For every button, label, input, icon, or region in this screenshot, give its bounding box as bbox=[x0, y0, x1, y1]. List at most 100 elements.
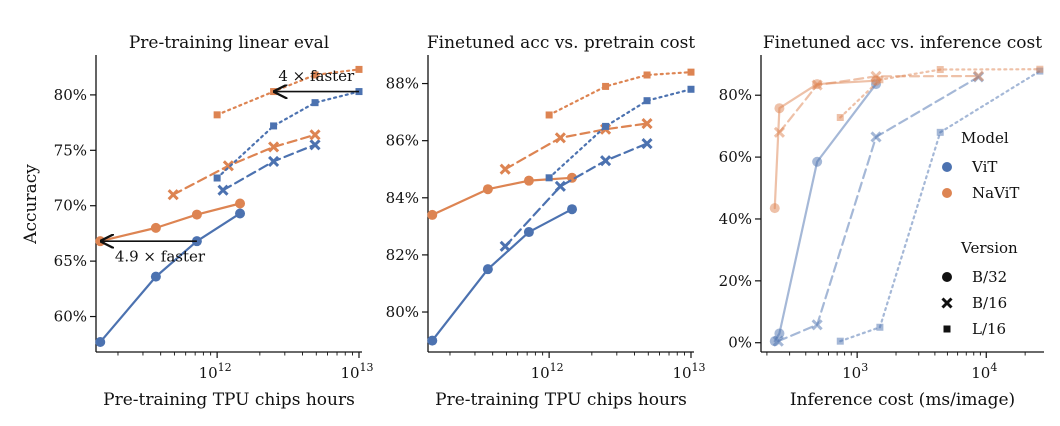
legend-marker-b16 bbox=[941, 297, 953, 309]
x-tick-label: 103 bbox=[842, 361, 868, 382]
data-point bbox=[811, 79, 823, 91]
y-axis-label: Accuracy bbox=[21, 164, 41, 245]
data-point bbox=[217, 184, 229, 196]
y-tick-label: 40% bbox=[719, 210, 752, 228]
data-point bbox=[355, 65, 363, 73]
data-point bbox=[235, 198, 246, 209]
data-point bbox=[545, 111, 553, 119]
data-point bbox=[876, 76, 884, 84]
data-point bbox=[150, 222, 161, 233]
legend-title-model: Model bbox=[961, 129, 1009, 147]
y-tick-label: 88% bbox=[386, 75, 419, 93]
y-tick-label: 20% bbox=[719, 272, 752, 290]
x-tick-exponent: 3 bbox=[861, 361, 868, 374]
data-point bbox=[773, 126, 785, 138]
data-point bbox=[554, 180, 566, 192]
series-navit-b16 bbox=[773, 70, 985, 138]
series-vit-b32 bbox=[427, 204, 578, 346]
y-tick-label: 75% bbox=[54, 141, 87, 159]
data-point bbox=[811, 319, 823, 331]
series-line bbox=[216, 68, 361, 116]
speedup-annotation: 4 × faster bbox=[275, 67, 359, 92]
series-line bbox=[548, 71, 693, 117]
data-point bbox=[95, 337, 106, 348]
series-vit-b16 bbox=[772, 71, 985, 347]
data-point bbox=[270, 122, 278, 130]
series-vit-l16 bbox=[213, 88, 363, 182]
y-tick-label: 82% bbox=[386, 246, 419, 264]
data-point bbox=[641, 117, 653, 130]
data-point bbox=[545, 174, 553, 182]
legend-title-version: Version bbox=[960, 239, 1018, 257]
chart-title: Finetuned acc vs. inference cost bbox=[763, 33, 1042, 53]
data-point bbox=[687, 85, 695, 93]
series-line bbox=[172, 133, 317, 196]
data-point bbox=[213, 174, 221, 182]
legend-label-b32: B/32 bbox=[972, 268, 1007, 286]
data-point bbox=[482, 264, 493, 275]
x-tick-base: 10 bbox=[340, 364, 359, 382]
series-navit-b16 bbox=[499, 117, 653, 175]
x-tick-exponent: 12 bbox=[218, 361, 232, 374]
data-point bbox=[427, 335, 438, 346]
x-tick-base: 10 bbox=[531, 364, 550, 382]
y-tick-label: 60% bbox=[719, 148, 752, 166]
data-point bbox=[311, 99, 319, 107]
data-point bbox=[268, 141, 280, 153]
series-navit-l16 bbox=[545, 68, 695, 119]
data-point bbox=[687, 68, 695, 76]
series-line bbox=[778, 74, 980, 134]
series-navit-b32 bbox=[769, 75, 882, 214]
data-point bbox=[812, 156, 823, 167]
x-tick-exponent: 12 bbox=[550, 361, 564, 374]
y-tick-label: 80% bbox=[54, 86, 87, 104]
data-point bbox=[167, 189, 179, 201]
x-tick-exponent: 13 bbox=[360, 361, 374, 374]
legend-label-vit: ViT bbox=[971, 158, 997, 176]
series-line bbox=[216, 90, 361, 180]
data-point bbox=[311, 71, 319, 79]
y-tick-label: 86% bbox=[386, 132, 419, 150]
data-point bbox=[836, 113, 844, 121]
data-point bbox=[268, 155, 280, 167]
x-axis-label: Pre-training TPU chips hours bbox=[103, 390, 355, 410]
data-point bbox=[936, 128, 944, 136]
series-line bbox=[548, 88, 693, 179]
x-tick-base: 10 bbox=[971, 364, 990, 382]
series-line bbox=[431, 176, 574, 217]
annotation-label: 4 × faster bbox=[278, 67, 355, 85]
series-line bbox=[431, 208, 574, 342]
x-tick-base: 10 bbox=[842, 364, 861, 382]
data-point bbox=[482, 184, 493, 195]
series-vit-b32 bbox=[95, 208, 246, 348]
data-point bbox=[523, 175, 534, 186]
data-point bbox=[150, 271, 161, 282]
series-line bbox=[504, 122, 649, 171]
y-tick-label: 60% bbox=[54, 308, 87, 326]
chart-panel-2: Finetuned acc vs. pretrain cost 80% 82% 84%… bbox=[386, 33, 706, 410]
series-vit-b32 bbox=[769, 79, 882, 347]
series-line bbox=[504, 142, 649, 248]
data-point bbox=[836, 337, 844, 345]
series-vit-b16 bbox=[217, 139, 321, 196]
x-tick-label: 1012 bbox=[531, 361, 564, 382]
data-point bbox=[499, 163, 511, 175]
legend-marker-vit bbox=[942, 162, 952, 172]
series-vit-l16 bbox=[836, 67, 1044, 345]
chart-title: Finetuned acc vs. pretrain cost bbox=[427, 33, 695, 53]
chart-panel-3: Finetuned acc vs. inference cost 0% 20% 40%… bbox=[719, 33, 1044, 410]
legend: Model ViT NaViT Version B/32 B/16 L/16 bbox=[941, 129, 1019, 338]
x-tick-label: 1013 bbox=[340, 361, 373, 382]
x-tick-base: 10 bbox=[199, 364, 218, 382]
series-line bbox=[221, 143, 317, 192]
data-point bbox=[523, 227, 534, 238]
series-line bbox=[773, 79, 878, 210]
legend-label-navit: NaViT bbox=[972, 184, 1019, 202]
data-point bbox=[936, 66, 944, 74]
data-point bbox=[876, 323, 884, 331]
data-point bbox=[427, 209, 438, 220]
legend-marker-l16 bbox=[943, 325, 951, 333]
chart-title: Pre-training linear eval bbox=[129, 33, 329, 53]
data-point bbox=[772, 335, 784, 347]
